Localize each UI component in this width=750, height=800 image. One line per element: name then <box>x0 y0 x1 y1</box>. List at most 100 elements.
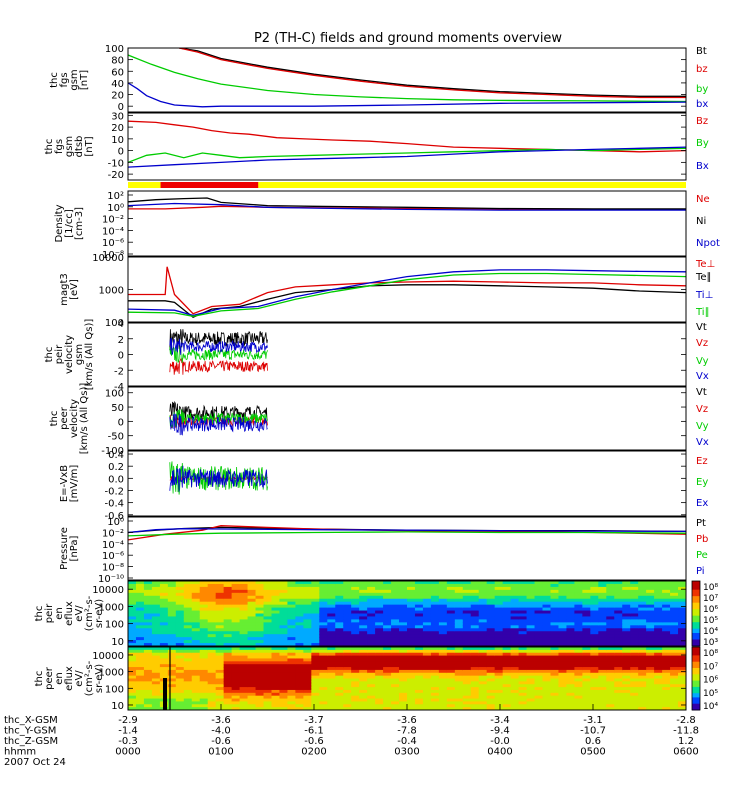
spectrogram-cell <box>454 622 464 626</box>
spectrogram-cell <box>526 583 536 588</box>
spectrogram-cell <box>367 678 376 682</box>
spectrogram-cell <box>135 631 145 635</box>
spectrogram-cell <box>574 672 583 677</box>
spectrogram-cell <box>574 687 583 691</box>
spectrogram-cell <box>359 607 368 612</box>
series-group <box>128 525 686 541</box>
spectrogram-cell <box>550 692 560 697</box>
xaxis-value: 0600 <box>673 747 698 758</box>
colorbar-band <box>692 637 700 640</box>
spectrogram-cell <box>470 707 480 710</box>
spectrogram-cell <box>359 592 368 597</box>
spectrogram-cell <box>399 583 408 588</box>
ylabel-line: en <box>54 607 65 620</box>
spectrogram-cell <box>247 619 257 623</box>
spectrogram-cell <box>486 647 496 651</box>
spectrogram-cell <box>231 707 241 710</box>
spectrogram-cell <box>271 684 281 688</box>
spectrogram-cell <box>151 687 161 691</box>
spectrogram-cell <box>151 701 161 705</box>
spectrogram-cell <box>375 672 384 677</box>
spectrogram-cell <box>518 701 528 705</box>
spectrogram-cell <box>207 637 217 641</box>
spectrogram-cell <box>255 689 265 694</box>
spectrogram-cell <box>183 687 193 691</box>
spectrogram-cell <box>215 604 225 609</box>
spectrogram-cell <box>175 613 185 618</box>
spectrogram-cell <box>614 669 623 674</box>
spectrogram-cell <box>399 649 408 654</box>
colorbar-label: 10⁴ <box>703 702 718 712</box>
spectrogram-cell <box>191 647 201 651</box>
spectrogram-cell <box>654 698 663 703</box>
spectrogram-cell <box>454 684 464 688</box>
spectrogram-cell <box>558 619 568 623</box>
spectrogram-cell <box>478 586 488 591</box>
spectrogram-cell <box>566 704 575 708</box>
spectrogram-cell <box>247 652 257 657</box>
spectrogram-cell <box>271 692 281 697</box>
spectrogram-cell <box>151 637 161 641</box>
spectrogram-cell <box>183 625 193 629</box>
spectrogram-cell <box>654 581 663 585</box>
spectrogram-cell <box>215 689 225 694</box>
ytick-label: -10 <box>108 158 124 169</box>
spectrogram-cell <box>191 698 201 703</box>
spectrogram-cell <box>534 622 544 626</box>
spectrogram-cell <box>470 601 480 606</box>
spectrogram-cell <box>438 634 448 638</box>
spectrogram-cell <box>407 607 416 612</box>
spectrogram-cell <box>422 652 432 657</box>
spectrogram-cell <box>534 684 544 688</box>
spectrogram-cell <box>215 628 225 632</box>
spectrogram-cell <box>287 619 296 623</box>
spectrogram-cell <box>207 704 217 708</box>
spectrogram-cell <box>407 628 416 632</box>
spectrogram-cell <box>375 692 384 697</box>
spectrogram-cell <box>351 698 360 703</box>
spectrogram-cell <box>502 647 512 651</box>
spectrogram-cell <box>143 675 153 680</box>
spectrogram-cell <box>199 701 209 705</box>
spectrogram-cell <box>311 634 320 638</box>
spectrogram-cell <box>598 625 607 629</box>
spectrogram-cell <box>207 672 217 677</box>
spectrogram-cell <box>343 631 352 635</box>
spectrogram-cell <box>422 598 432 603</box>
spectrogram-cell <box>128 661 137 665</box>
spectrogram-cell <box>670 704 679 708</box>
spectrogram-cell <box>255 692 265 697</box>
spectrogram-cell <box>662 667 671 671</box>
spectrogram-cell <box>414 667 424 671</box>
spectrogram-cell <box>670 589 679 594</box>
spectrogram-cell <box>614 684 623 688</box>
series-group <box>169 461 268 495</box>
spectrogram-cell <box>438 625 448 629</box>
spectrogram-cell <box>231 689 241 694</box>
spectrogram-cell <box>367 637 376 641</box>
xaxis-value: -3.6 <box>211 715 231 726</box>
spectrogram-cell <box>654 616 663 620</box>
spectrogram-cell <box>263 622 273 626</box>
spectrogram-cell <box>167 692 177 697</box>
spectrogram-cell <box>630 667 639 671</box>
spectrogram-cell <box>646 634 655 638</box>
spectrogram-cell <box>231 581 241 585</box>
spectrogram-cell <box>550 707 560 710</box>
spectrogram-cell <box>135 583 145 588</box>
ytick-label: 10⁻¹⁰ <box>98 574 124 585</box>
spectrogram-cell <box>135 586 145 591</box>
spectrogram-cell <box>143 619 153 623</box>
spectrogram-cell <box>606 595 615 600</box>
spectrogram-cell <box>614 675 623 680</box>
spectrogram-cell <box>422 687 432 691</box>
spectrogram-cell <box>486 640 496 644</box>
xaxis-value: 0200 <box>301 747 326 758</box>
spectrogram-cell <box>606 604 615 609</box>
spectrogram-cell <box>143 692 153 697</box>
spectrogram-cell <box>159 640 169 644</box>
spectrogram-cell <box>454 598 464 603</box>
spectrogram-cell <box>151 622 161 626</box>
spectrogram-cell <box>638 592 647 597</box>
spectrogram-cell <box>135 698 145 703</box>
